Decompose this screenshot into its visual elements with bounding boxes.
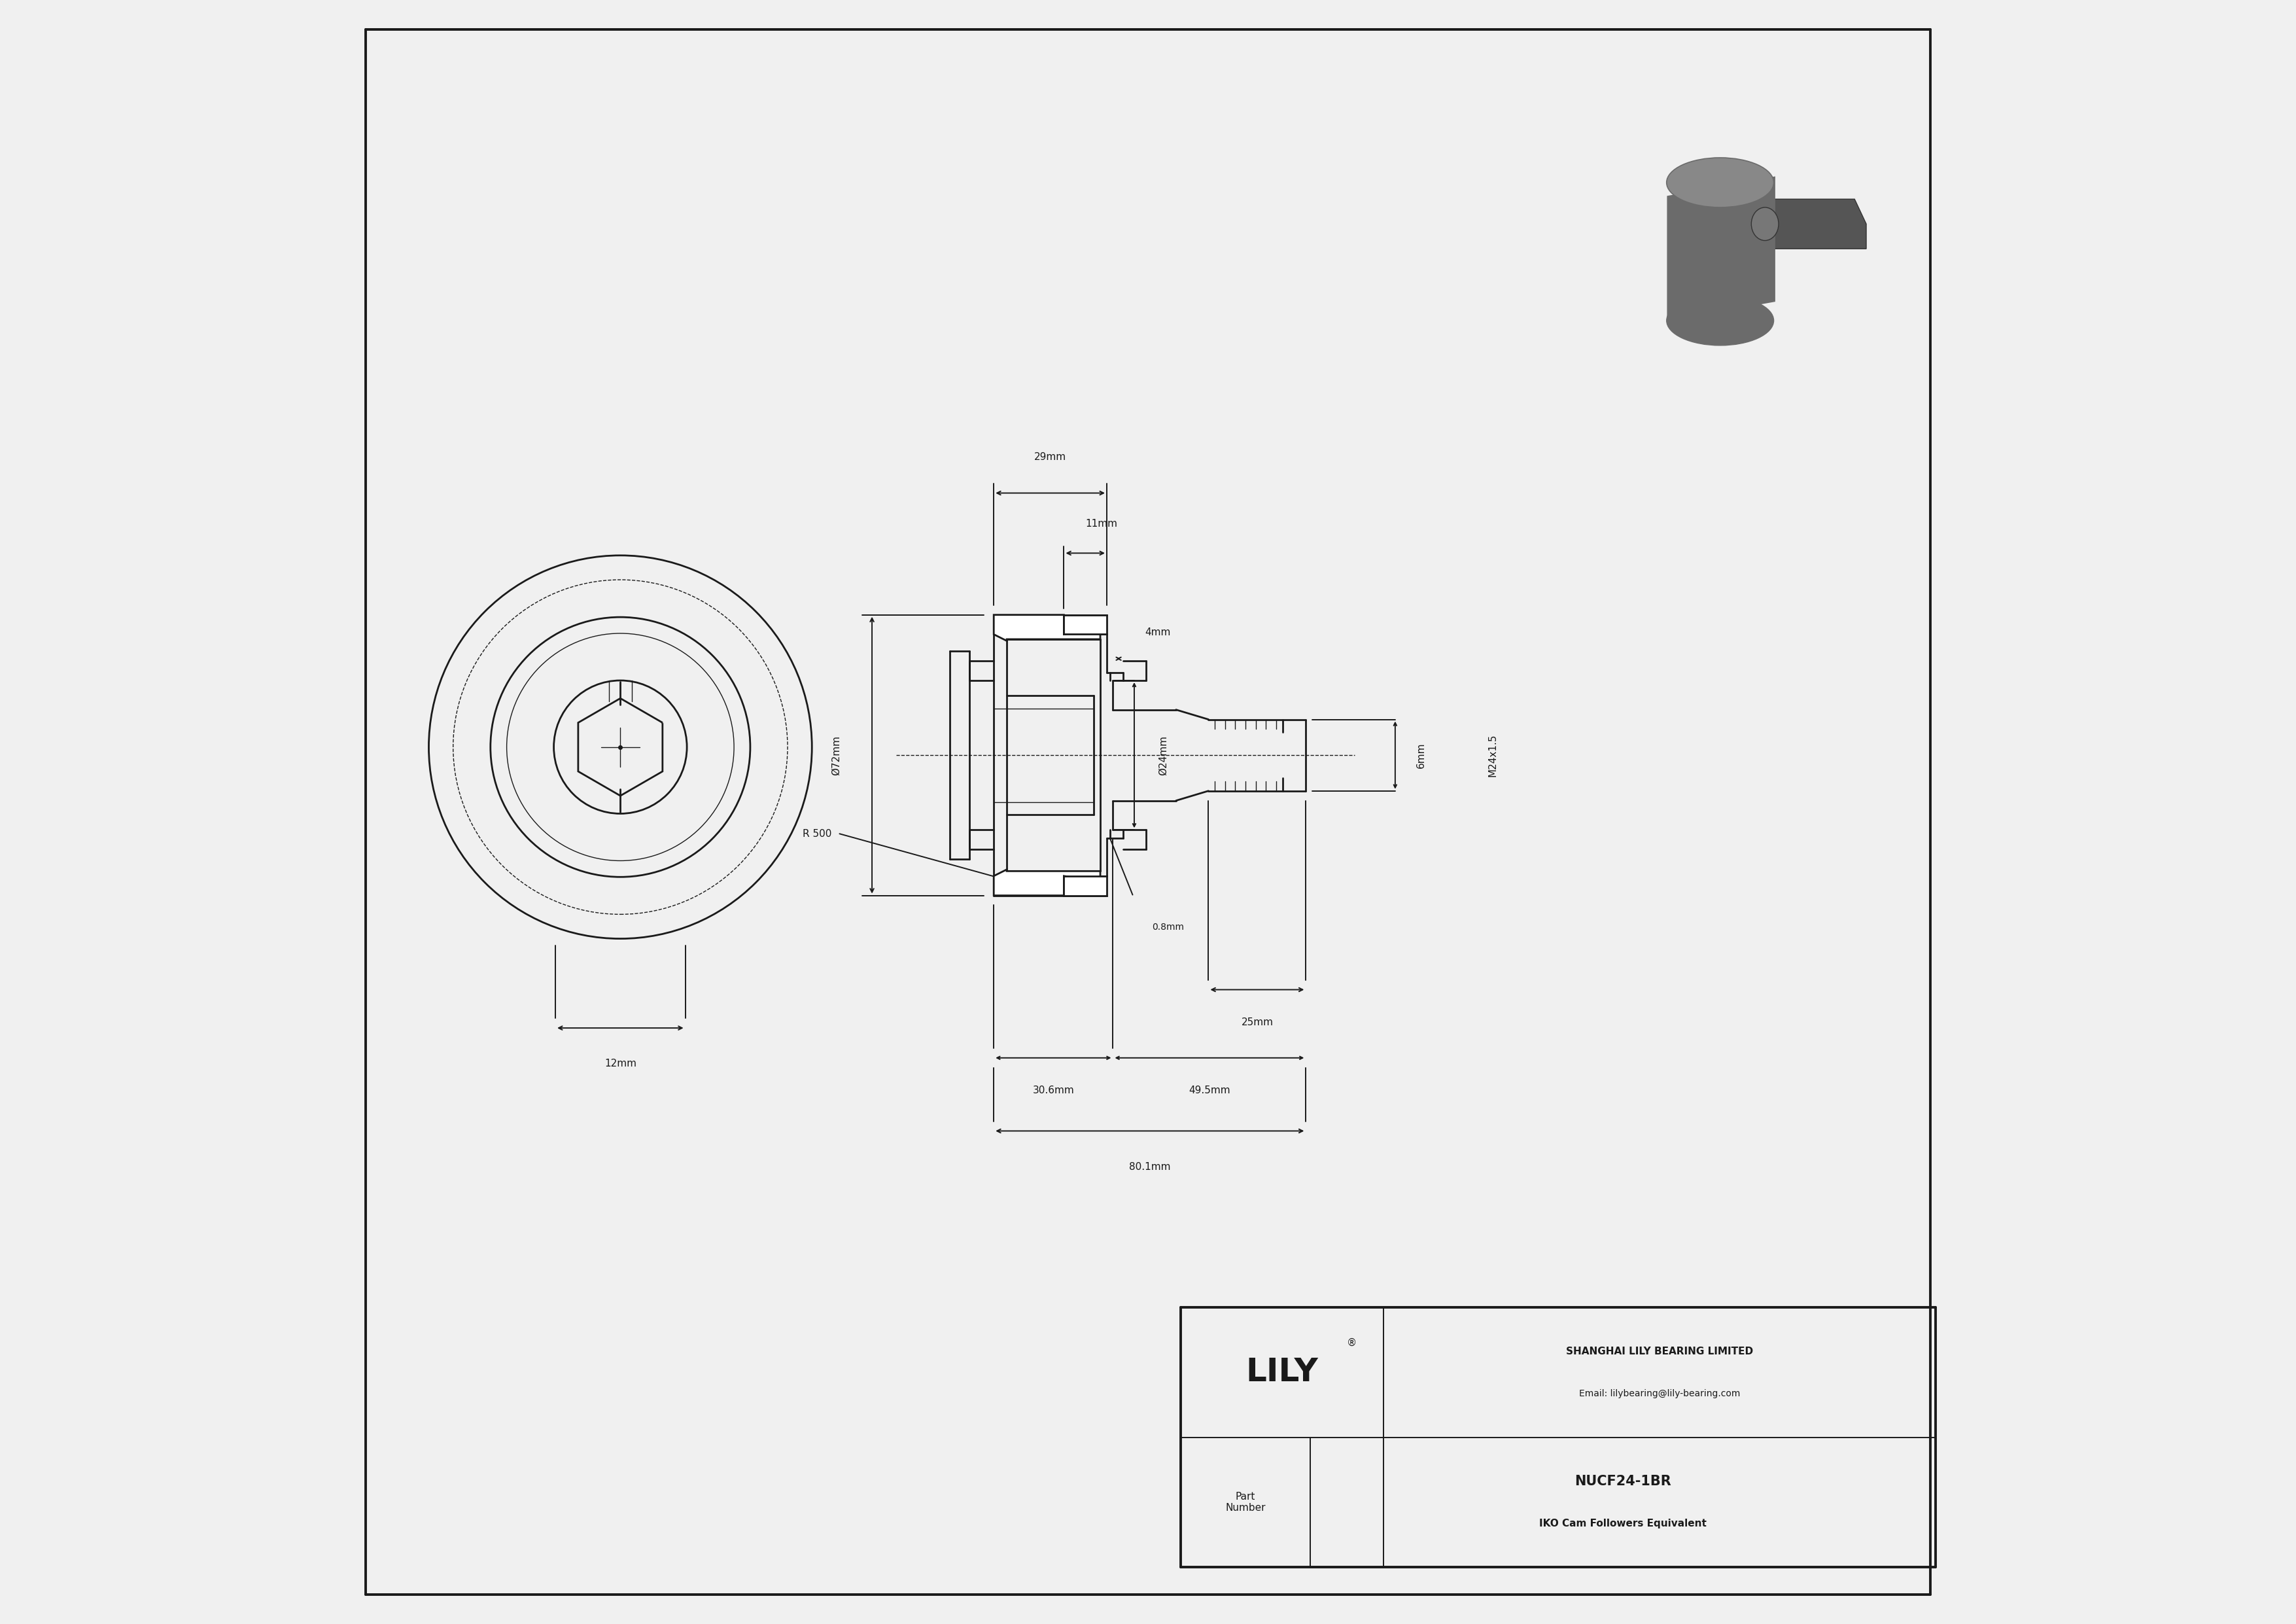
Text: 25mm: 25mm — [1242, 1017, 1274, 1026]
Text: 49.5mm: 49.5mm — [1189, 1085, 1231, 1095]
Text: 11mm: 11mm — [1086, 520, 1118, 529]
Ellipse shape — [1667, 296, 1775, 346]
Ellipse shape — [1667, 158, 1775, 208]
Polygon shape — [1667, 177, 1775, 320]
Polygon shape — [994, 615, 1100, 641]
Text: 29mm: 29mm — [1033, 453, 1065, 463]
Polygon shape — [994, 869, 1100, 895]
Text: Ø24mm: Ø24mm — [1159, 736, 1169, 775]
Polygon shape — [1063, 875, 1107, 895]
Text: 4mm: 4mm — [1146, 628, 1171, 638]
Text: 0.8mm: 0.8mm — [1153, 922, 1185, 932]
Text: LILY: LILY — [1247, 1356, 1318, 1389]
Text: 80.1mm: 80.1mm — [1130, 1161, 1171, 1171]
Text: NUCF24-1BR: NUCF24-1BR — [1575, 1475, 1671, 1488]
Text: Email: lilybearing@lily-bearing.com: Email: lilybearing@lily-bearing.com — [1580, 1389, 1740, 1398]
Text: 12mm: 12mm — [604, 1059, 636, 1069]
Text: ®: ® — [1348, 1338, 1357, 1348]
Text: R 500: R 500 — [801, 828, 831, 838]
Ellipse shape — [1752, 208, 1779, 240]
Text: M24x1.5: M24x1.5 — [1488, 734, 1497, 776]
Polygon shape — [1766, 200, 1867, 248]
Polygon shape — [1063, 615, 1107, 635]
Text: SHANGHAI LILY BEARING LIMITED: SHANGHAI LILY BEARING LIMITED — [1566, 1346, 1754, 1356]
Text: 30.6mm: 30.6mm — [1033, 1085, 1075, 1095]
Text: Part
Number: Part Number — [1226, 1491, 1265, 1514]
Text: Ø72mm: Ø72mm — [831, 736, 840, 775]
Text: 6mm: 6mm — [1417, 742, 1426, 768]
Text: IKO Cam Followers Equivalent: IKO Cam Followers Equivalent — [1538, 1518, 1706, 1528]
